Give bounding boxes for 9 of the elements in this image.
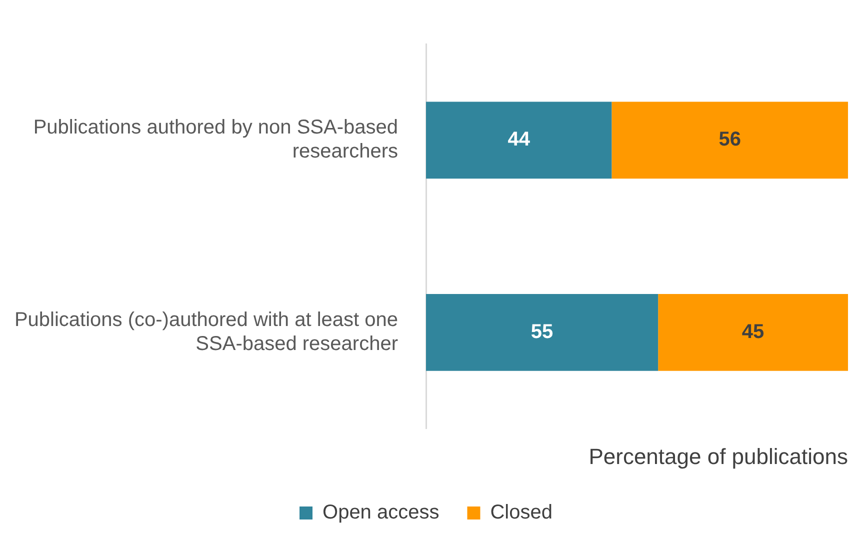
data-label: 56 [718,128,741,151]
y-tick-label: Publications authored by non SSA-based researchers [33,116,398,163]
legend-label: Open access [322,502,440,524]
x-axis-title: Percentage of publications [588,444,848,469]
legend-label: Closed [490,502,552,524]
data-label: 44 [508,128,531,151]
y-tick-label: Publications (co-)authored with at least one SSA-based researcher [14,308,398,355]
data-label: 45 [742,320,764,343]
data-label: 55 [530,320,554,343]
